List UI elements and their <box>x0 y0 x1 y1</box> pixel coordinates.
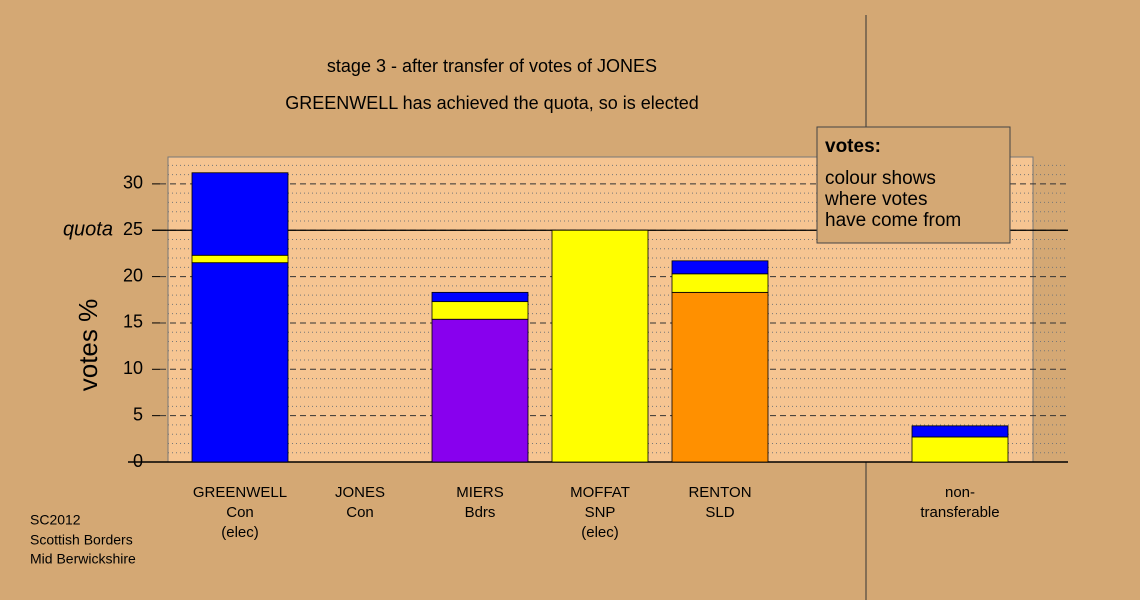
legend-text: colour shows <box>825 168 936 189</box>
y-tick-label: 30 <box>123 173 143 193</box>
legend-box <box>816 126 1011 244</box>
bar-segment <box>911 425 1009 438</box>
legend-title: votes: <box>825 136 881 157</box>
quota-label: quota <box>63 219 113 241</box>
plot: 0 5 10 15 20 25 30 quota GREENWELL Con (elec) JONES… <box>63 126 1068 541</box>
chart-subtitle: GREENWELL has achieved the quota, so is … <box>285 93 699 113</box>
y-tick-label: 15 <box>123 312 143 332</box>
x-tick-label: RENTON <box>688 484 751 501</box>
x-tick-label: SNP <box>585 504 616 521</box>
x-tick-label: SLD <box>705 504 734 521</box>
y-tick-label: 25 <box>123 219 143 239</box>
bar-segment <box>671 260 769 275</box>
x-tick-label: Bdrs <box>465 504 496 521</box>
x-tick-label: (elec) <box>221 524 259 541</box>
footer-line: Mid Berwickshire <box>30 551 136 567</box>
chart-title: stage 3 - after transfer of votes of JON… <box>327 56 657 76</box>
y-tick-label: 20 <box>123 265 143 285</box>
bar-segment <box>671 291 769 463</box>
footer-line: SC2012 <box>30 512 81 528</box>
x-tick-label: transferable <box>920 504 999 521</box>
y-axis-title: votes % <box>73 299 103 392</box>
y-tick-label: 10 <box>123 358 143 378</box>
y-tick-label: 5 <box>133 404 143 424</box>
x-tick-label: Con <box>226 504 254 521</box>
x-tick-label: MOFFAT <box>570 484 630 501</box>
x-tick-label: Con <box>346 504 374 521</box>
bar-segment <box>431 301 529 320</box>
x-tick-label: GREENWELL <box>193 484 287 501</box>
bar-segment <box>911 436 1009 463</box>
y-tick-label: 0 <box>133 451 143 471</box>
x-tick-label: JONES <box>335 484 385 501</box>
bar-segment <box>671 273 769 293</box>
x-tick-label: non- <box>945 484 975 501</box>
bar-segment <box>431 291 529 303</box>
bar-segment <box>551 229 649 463</box>
footer-line: Scottish Borders <box>30 532 133 548</box>
bar-segment <box>191 262 289 463</box>
bar-segment <box>191 254 289 264</box>
x-tick-label: (elec) <box>581 524 619 541</box>
legend-text: where votes <box>824 189 927 210</box>
x-tick-label: MIERS <box>456 484 504 501</box>
bar-segment <box>431 318 529 463</box>
legend-text: have come from <box>825 210 961 231</box>
bar-segment <box>191 172 289 256</box>
